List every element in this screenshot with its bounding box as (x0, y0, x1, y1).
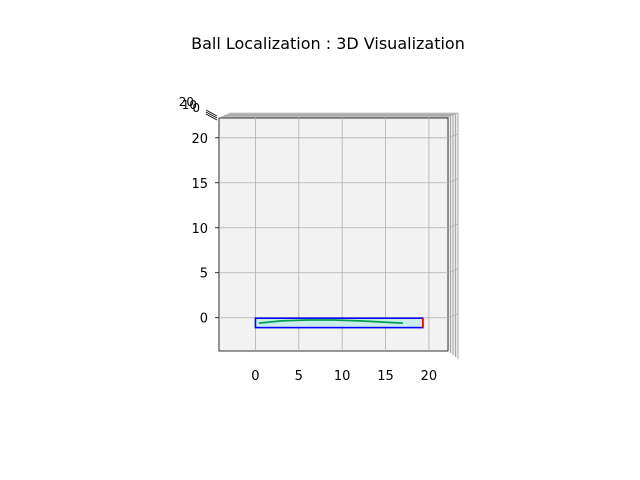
y-tick-label: 0 (200, 312, 208, 327)
x-tick-label: 20 (421, 369, 438, 384)
y-tick-label: 5 (200, 267, 208, 282)
z-tick-label: 10 (182, 98, 197, 112)
y-gridline-depth (447, 268, 459, 274)
x-tick-label: 5 (295, 369, 303, 384)
x-tick-label: 10 (334, 369, 351, 384)
y-tick-label: 10 (191, 222, 208, 237)
x-tick-label: 15 (377, 369, 394, 384)
y-tick-label: 20 (191, 132, 208, 147)
data-marks (254, 317, 424, 329)
y-gridline-depth (447, 133, 459, 139)
y-gridline-depth (447, 313, 459, 319)
y-gridline-depth (447, 178, 459, 184)
pane-depth-lines (219, 112, 459, 359)
z-tick-mark (205, 109, 218, 117)
z-tick-label: 20 (179, 95, 194, 109)
x-tick-label: 0 (251, 369, 259, 384)
z-tick-mark (205, 111, 218, 119)
plot-pane (218, 117, 449, 352)
z-tick-label: 0 (192, 101, 200, 115)
y-gridline-depth (447, 223, 459, 229)
y-tick-label: 15 (191, 177, 208, 192)
chart-title: Ball Localization : 3D Visualization (191, 34, 465, 53)
trajectory-line (258, 319, 403, 325)
z-tick-mark (205, 113, 218, 121)
